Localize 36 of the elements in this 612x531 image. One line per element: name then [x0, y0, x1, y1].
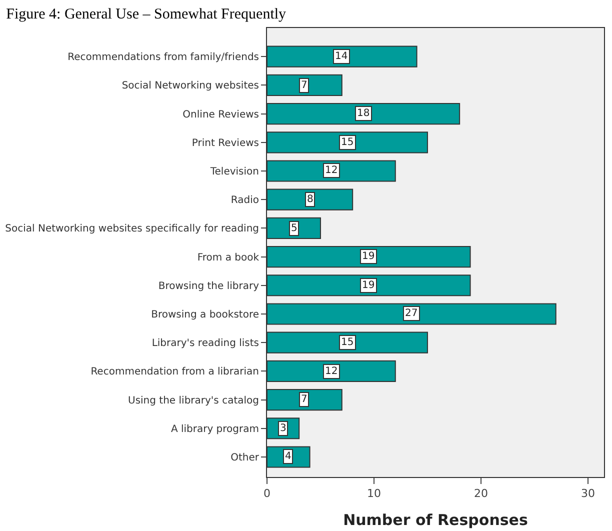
x-axis-title: Number of Responses [343, 511, 528, 530]
data-label: 15 [341, 137, 354, 148]
y-tick-label: Browsing the library [158, 280, 260, 292]
data-label: 14 [335, 51, 348, 62]
x-tick-label: 30 [580, 487, 595, 500]
y-tick-label: Recommendation from a librarian [90, 366, 259, 378]
data-label: 18 [357, 108, 370, 119]
x-tick-label: 0 [264, 487, 270, 500]
data-label: 8 [307, 194, 314, 205]
data-label: 7 [301, 80, 308, 91]
data-label: 27 [405, 308, 418, 319]
y-tick-label: Using the library's catalog [128, 395, 259, 406]
y-tick-label: From a book [197, 252, 260, 264]
y-tick-label: Social Networking websites specifically for reading [5, 224, 259, 235]
data-label: 12 [325, 366, 338, 377]
x-tick-label: 20 [474, 487, 488, 500]
y-tick-label: A library program [170, 424, 259, 435]
x-tick-label: 10 [366, 487, 381, 500]
data-label: 4 [285, 451, 292, 462]
y-tick-label: Browsing a bookstore [151, 309, 259, 320]
y-tick-label: Television [209, 166, 259, 178]
data-label: 7 [301, 394, 308, 405]
y-tick-label: Print Reviews [192, 138, 259, 149]
y-tick-label: Social Networking websites [122, 80, 259, 92]
data-label: 19 [362, 280, 375, 291]
data-label: 3 [280, 423, 286, 434]
data-label: 15 [341, 337, 354, 348]
y-tick-label: Online Reviews [182, 109, 259, 120]
text: Figure 4: General Use – Somewhat Frequently [6, 6, 287, 22]
y-tick-label: Recommendations from family/friends [68, 52, 259, 64]
data-label: 5 [291, 223, 298, 234]
data-label: 12 [325, 165, 338, 176]
y-tick-label: Other [230, 452, 260, 464]
data-label: 19 [362, 251, 375, 262]
y-tick-label: Radio [230, 195, 259, 206]
y-tick-label: Library's reading lists [152, 338, 259, 350]
